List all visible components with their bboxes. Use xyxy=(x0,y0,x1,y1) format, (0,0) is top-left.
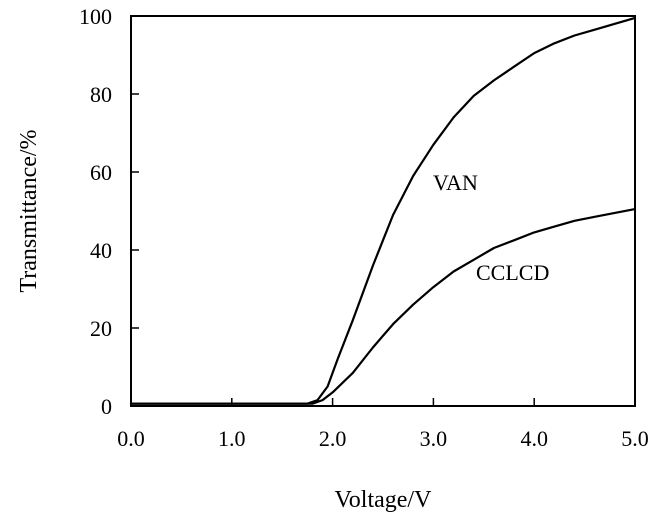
y-tick-label: 100 xyxy=(79,4,112,29)
x-tick-label: 1.0 xyxy=(218,426,246,451)
y-tick-label: 60 xyxy=(90,160,112,185)
x-tick-label: 2.0 xyxy=(319,426,347,451)
plot-area: 0.0 1.0 2.0 3.0 4.0 5.0 0 20 40 60 80 100 xyxy=(79,4,649,451)
x-tick-label: 3.0 xyxy=(420,426,448,451)
series-line-van xyxy=(129,16,637,405)
plot-frame xyxy=(130,15,636,407)
series-lines xyxy=(129,16,637,405)
series-label-cclcd: CCLCD xyxy=(476,260,549,285)
y-tick-label: 80 xyxy=(90,82,112,107)
series-label-van: VAN xyxy=(433,170,478,195)
x-tick-label: 5.0 xyxy=(621,426,649,451)
y-tick-label: 40 xyxy=(90,238,112,263)
y-tick-label: 0 xyxy=(101,394,112,419)
y-axis-title: Transmittance/% xyxy=(16,129,42,292)
x-tick-label: 4.0 xyxy=(520,426,548,451)
x-axis-title: Voltage/V xyxy=(335,487,433,513)
y-axis-ticks: 0 20 40 60 80 100 xyxy=(79,4,139,419)
series-line-cclcd xyxy=(129,208,637,405)
x-axis-ticks: 0.0 1.0 2.0 3.0 4.0 5.0 xyxy=(117,398,649,451)
x-tick-label: 0.0 xyxy=(117,426,145,451)
y-tick-label: 20 xyxy=(90,316,112,341)
